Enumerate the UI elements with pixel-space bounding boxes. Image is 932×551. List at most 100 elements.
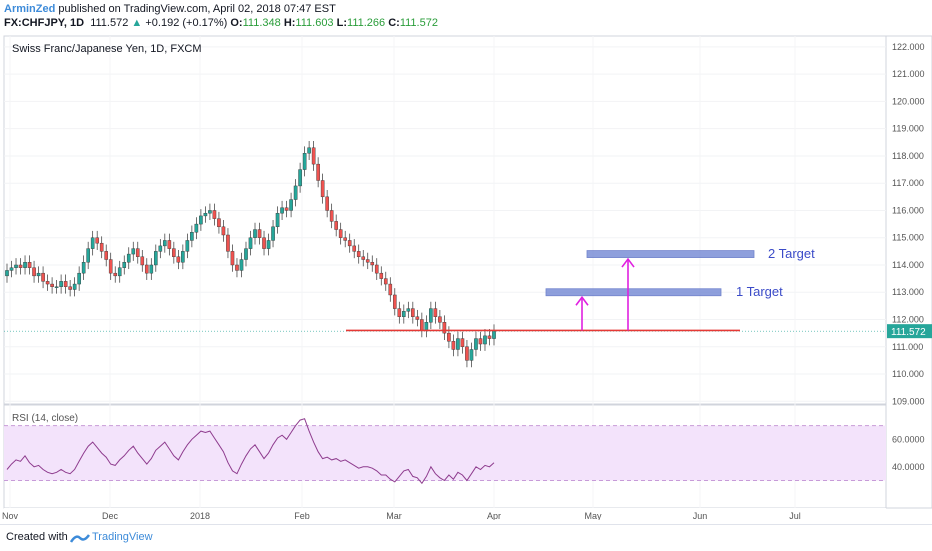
- candle-body: [122, 262, 127, 268]
- time-tick-label: Jun: [693, 511, 708, 520]
- candle-body: [68, 286, 72, 290]
- price-tick-label: 114.000: [892, 260, 924, 270]
- candle-body: [154, 251, 158, 266]
- last-price-label: 111.572: [891, 327, 926, 338]
- rsi-band: [4, 425, 886, 481]
- close-value: 111.572: [399, 17, 438, 29]
- candle-body: [203, 212, 208, 217]
- candle-body: [280, 207, 284, 214]
- candle-body: [230, 251, 235, 266]
- candle-body: [343, 237, 347, 241]
- candle-body: [59, 281, 63, 287]
- candle-body: [36, 272, 41, 277]
- published-text: published on TradingView.com, April 02, …: [58, 3, 336, 15]
- open-value: 111.348: [242, 17, 281, 29]
- candle-body: [86, 248, 90, 263]
- high-label: H:: [283, 17, 296, 29]
- candle-body: [420, 319, 424, 331]
- candle-body: [81, 262, 86, 274]
- candle-body: [307, 147, 311, 154]
- target-zone: [586, 250, 755, 258]
- time-tick-label: Feb: [294, 511, 310, 520]
- price-tick-label: 122.000: [892, 42, 925, 52]
- chart-title: Swiss Franc/Japanese Yen, 1D, FXCM: [12, 43, 202, 55]
- chart-area[interactable]: 1 Target 2 Target 122.000 121.000 120.000 11…: [0, 0, 932, 520]
- candle-body: [235, 264, 239, 271]
- candle-body: [239, 259, 244, 271]
- candle-body: [293, 185, 298, 200]
- candle-body: [492, 330, 496, 339]
- author-name[interactable]: ArminZed: [4, 3, 56, 15]
- candle-body: [465, 346, 469, 361]
- candle-body: [289, 199, 293, 211]
- candle-body: [433, 308, 438, 317]
- rsi-tick-label: 40.0000: [892, 462, 925, 472]
- candle-body: [442, 322, 447, 334]
- price-tick-label: 118.000: [892, 151, 924, 161]
- candle-body: [429, 308, 433, 323]
- high-value: 111.603: [295, 17, 334, 29]
- target-zone: [545, 288, 722, 297]
- candle-body: [77, 272, 81, 285]
- price-tick-label: 121.000: [892, 69, 925, 79]
- candle-body: [383, 278, 388, 285]
- time-tick-label: May: [584, 511, 602, 520]
- rsi-tick-label: 60.0000: [892, 434, 925, 444]
- candle-body: [365, 259, 370, 263]
- candle-body: [338, 229, 343, 238]
- candle-body: [388, 283, 393, 296]
- candle-body: [41, 272, 45, 282]
- tradingview-link[interactable]: TradingView: [92, 531, 153, 543]
- candle-body: [5, 270, 9, 277]
- candle-body: [54, 286, 59, 288]
- candle-body: [397, 308, 402, 317]
- candle-body: [352, 245, 357, 252]
- candle-body: [14, 264, 18, 268]
- candle-body: [135, 248, 140, 258]
- candle-body: [325, 196, 329, 211]
- price-tick-label: 111.000: [892, 342, 923, 352]
- candle-body: [320, 180, 325, 198]
- main-pane[interactable]: [3, 35, 887, 405]
- price-tick-label: 117.000: [892, 178, 924, 188]
- price-tick-label: 109.000: [892, 396, 925, 406]
- target-arrow-head: [621, 257, 635, 268]
- time-tick-label: Jul: [789, 511, 801, 520]
- candle-body: [361, 256, 366, 260]
- price-axis[interactable]: [885, 35, 932, 509]
- time-tick-label: Mar: [386, 511, 402, 520]
- candle-body: [483, 335, 487, 345]
- candle-body: [50, 283, 54, 287]
- candle-body: [172, 248, 176, 258]
- time-tick-label: Nov: [2, 511, 19, 520]
- candle-body: [23, 262, 27, 268]
- target-label: 2 Target: [768, 246, 815, 261]
- candle-body: [221, 226, 226, 236]
- candle-body: [176, 256, 181, 263]
- candle-body: [460, 338, 465, 347]
- target-label: 1 Target: [736, 284, 783, 299]
- candle-body: [140, 256, 145, 266]
- candle-body: [302, 153, 307, 170]
- candle-body: [266, 240, 271, 249]
- candle-body: [72, 283, 77, 290]
- close-label: C:: [388, 17, 400, 29]
- candle-body: [113, 272, 118, 277]
- candle-body: [108, 259, 113, 274]
- candle-body: [438, 316, 442, 323]
- price-tick-label: 110.000: [892, 369, 924, 379]
- candle-body: [45, 281, 50, 285]
- candle-body: [447, 332, 451, 342]
- candle-body: [262, 237, 266, 249]
- candle-body: [90, 237, 95, 249]
- candle-body: [379, 272, 384, 279]
- candle-body: [334, 221, 338, 230]
- candle-body: [275, 212, 280, 228]
- ohlc-legend: FX:CHFJPY, 1D 111.572 ▲ +0.192 (+0.17%) …: [4, 16, 438, 30]
- candle-body: [316, 163, 320, 181]
- candle-body: [126, 253, 131, 263]
- time-axis[interactable]: [4, 508, 886, 520]
- candle-body: [402, 311, 406, 317]
- candle-body: [212, 210, 217, 219]
- created-with-text: Created with: [6, 531, 68, 543]
